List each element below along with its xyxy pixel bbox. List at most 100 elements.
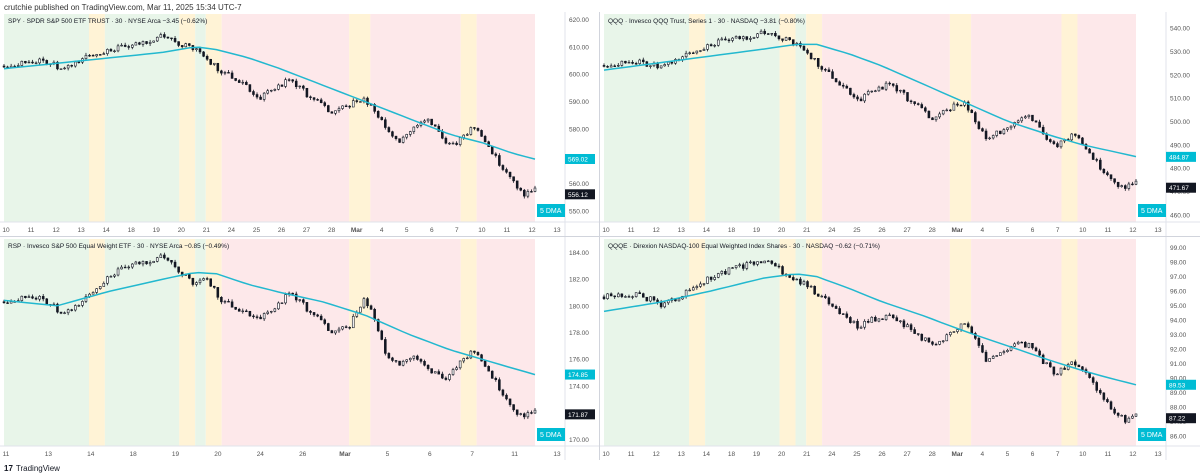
candle-qqq-23 <box>684 50 688 59</box>
candle-rsp-116 <box>416 354 419 361</box>
x-tick-qqqe-5: 18 <box>728 451 736 458</box>
bg-band-rsp-4 <box>195 239 206 446</box>
candle-qqqe-5 <box>620 293 624 299</box>
x-tick-qqqe-8: 21 <box>803 451 811 458</box>
candle-rsp-11 <box>41 294 45 302</box>
candle-rsp-124 <box>444 376 448 381</box>
last-price-spy: 556.12 <box>568 192 588 199</box>
candle-qqqe-8 <box>631 295 634 300</box>
candle-spy-112 <box>401 135 405 144</box>
y-tick-qqqe-4: 95.00 <box>1170 303 1187 310</box>
candle-spy-96 <box>344 104 348 108</box>
x-tick-qqq-1: 11 <box>628 227 635 234</box>
candle-qqqe-49 <box>777 263 781 269</box>
candle-rsp-100 <box>359 306 362 313</box>
x-tick-spy-0: 10 <box>2 227 10 234</box>
candle-spy-59 <box>212 62 216 66</box>
chart-title-spy: SPY · SPDR S&P 500 ETF TRUST · 30 · NYSE… <box>8 18 207 25</box>
candle-qqqe-2 <box>609 292 613 297</box>
candle-qqq-148 <box>1131 181 1134 186</box>
y-tick-spy-4: 580.00 <box>569 126 589 133</box>
candle-rsp-122 <box>437 369 441 375</box>
candle-qqq-92 <box>931 117 934 121</box>
y-tick-qqqe-1: 98.00 <box>1170 260 1187 267</box>
candle-qqq-99 <box>956 102 959 107</box>
candle-qqq-79 <box>884 81 888 91</box>
chart-panel-rsp[interactable]: RSP · Invesco S&P 500 Equal Weight ETF ·… <box>0 237 599 460</box>
candle-spy-50 <box>180 45 184 49</box>
candle-rsp-86 <box>309 309 312 315</box>
candle-qqqe-96 <box>945 333 949 342</box>
candle-rsp-145 <box>519 412 523 416</box>
candle-rsp-136 <box>487 365 490 372</box>
x-tick-rsp-9: 5 <box>386 451 390 458</box>
candle-qqq-69 <box>849 87 852 96</box>
candle-qqqe-45 <box>763 260 766 264</box>
ma-value-tag-qqq <box>1166 151 1196 162</box>
candle-qqqe-72 <box>859 325 863 329</box>
x-tick-qqqe-20: 11 <box>1104 451 1111 458</box>
candle-rsp-132 <box>473 350 476 355</box>
x-tick-qqqe-4: 14 <box>703 451 711 458</box>
candle-qqqe-97 <box>949 331 952 337</box>
candle-rsp-137 <box>490 370 494 379</box>
candle-qqq-146 <box>1124 184 1127 191</box>
candle-qqq-85 <box>906 92 909 103</box>
x-tick-qqq-4: 14 <box>703 227 711 234</box>
candle-qqq-77 <box>877 85 881 92</box>
x-tick-spy-16: 5 <box>405 227 409 234</box>
candle-qqq-74 <box>866 89 870 96</box>
candle-rsp-139 <box>498 377 501 392</box>
candle-rsp-57 <box>205 276 209 281</box>
candle-qqqe-115 <box>1013 342 1016 347</box>
candle-spy-116 <box>416 123 419 129</box>
chart-panel-qqqe[interactable]: QQQE · Direxion NASDAQ-100 Equal Weighte… <box>600 237 1200 460</box>
candle-spy-119 <box>426 118 430 123</box>
chart-panel-spy[interactable]: SPY · SPDR S&P 500 ETF TRUST · 30 · NYSE… <box>0 12 599 236</box>
candle-qqqe-73 <box>863 319 866 330</box>
chart-panel-qqq[interactable]: QQQ · Invesco QQQ Trust, Series 1 · 30 ·… <box>600 12 1200 236</box>
bg-band-qqq-0 <box>604 14 690 222</box>
candle-spy-84 <box>302 84 305 91</box>
candle-qqqe-93 <box>934 342 938 346</box>
dma-box-spy <box>537 204 565 217</box>
candle-qqq-56 <box>802 45 806 51</box>
x-tick-qqqe-15: 4 <box>981 451 985 458</box>
candle-qqq-66 <box>838 80 841 86</box>
bg-band-spy-0 <box>4 14 89 222</box>
candle-spy-149 <box>533 185 537 193</box>
candle-rsp-97 <box>348 326 351 330</box>
candle-qqq-11 <box>641 57 645 65</box>
candle-spy-87 <box>312 97 316 102</box>
candle-qqqe-116 <box>1016 340 1020 345</box>
candle-qqq-133 <box>1077 134 1081 140</box>
candle-spy-41 <box>148 39 152 47</box>
candle-rsp-126 <box>451 367 455 376</box>
candle-qqqe-121 <box>1034 346 1038 352</box>
candle-spy-132 <box>473 127 476 131</box>
y-tick-qqqe-3: 96.00 <box>1170 289 1187 296</box>
x-tick-qqq-3: 13 <box>678 227 686 234</box>
y-tick-qqqe-7: 92.00 <box>1170 347 1187 354</box>
candle-rsp-52 <box>188 273 191 280</box>
candle-qqq-149 <box>1134 178 1138 186</box>
candle-spy-127 <box>455 141 458 146</box>
candle-spy-88 <box>316 98 319 101</box>
candle-qqq-95 <box>941 109 945 116</box>
candle-rsp-107 <box>384 337 387 356</box>
candle-rsp-118 <box>423 359 426 367</box>
bg-band-qqqe-7 <box>949 239 972 446</box>
candle-spy-30 <box>109 48 113 52</box>
candle-qqq-119 <box>1027 114 1031 119</box>
candle-rsp-88 <box>316 313 319 318</box>
candle-qqqe-67 <box>841 313 845 315</box>
candle-qqqe-107 <box>984 349 988 363</box>
candle-qqqe-32 <box>716 272 720 279</box>
candle-spy-44 <box>159 32 163 38</box>
candle-qqq-13 <box>649 65 652 69</box>
candle-spy-90 <box>323 101 327 108</box>
bg-band-rsp-5 <box>205 239 222 446</box>
candle-qqqe-142 <box>1109 400 1113 410</box>
dma-label-spy: 5 DMA <box>540 208 562 215</box>
candle-qqq-126 <box>1052 139 1056 145</box>
